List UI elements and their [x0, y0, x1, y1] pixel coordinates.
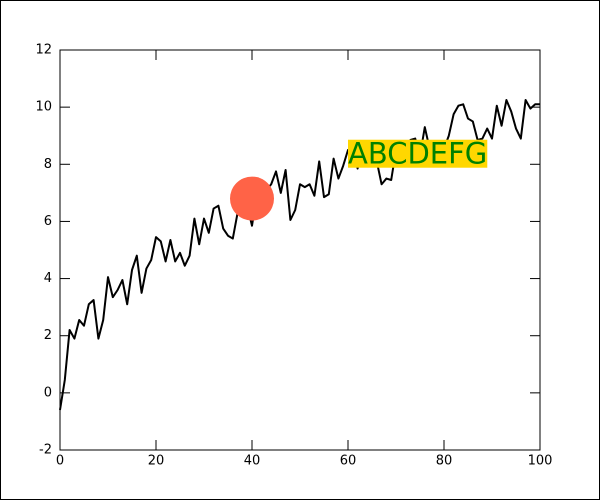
y-tick-label: 4 — [44, 271, 52, 286]
x-tick-label: 40 — [244, 454, 261, 469]
x-tick-label: 0 — [56, 454, 64, 469]
x-tick-label: 100 — [528, 454, 553, 469]
data-line — [59, 99, 540, 411]
annotation: ABCDEFG — [348, 137, 487, 171]
x-tick-label: 60 — [340, 454, 357, 469]
y-tick-label: -2 — [39, 443, 52, 458]
annotation-background — [348, 139, 488, 168]
plot-area — [59, 49, 541, 451]
y-tick-label: 2 — [44, 328, 52, 343]
y-tick-label: 8 — [44, 157, 52, 172]
x-tick-label: 20 — [148, 454, 165, 469]
x-tick-label: 80 — [436, 454, 453, 469]
y-tick-label: 0 — [44, 385, 52, 400]
y-tick-label: 12 — [35, 43, 52, 58]
y-tick-label: 6 — [44, 214, 52, 229]
y-tick-label: 10 — [35, 100, 52, 115]
marker — [230, 176, 274, 221]
